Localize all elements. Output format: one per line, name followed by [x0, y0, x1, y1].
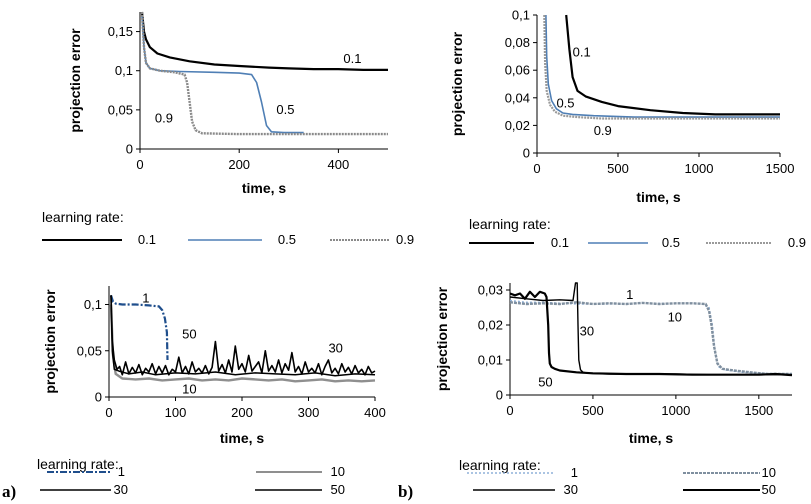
legend-label-1: 1 [118, 464, 125, 479]
annotation-label: 50 [182, 327, 196, 342]
x-tick-label: 1500 [744, 403, 773, 418]
annotation-label: 1 [142, 291, 149, 306]
series-line-0.5 [545, 14, 780, 118]
y-tick-label: 0,05 [77, 343, 102, 358]
series-line-0.1 [565, 14, 780, 116]
legend-title: learning rate: [37, 456, 119, 472]
annotation-label: 30 [328, 341, 342, 356]
y-tick-label: 0,1 [84, 297, 102, 312]
series-line-30 [509, 282, 792, 376]
x-tick-label: 400 [328, 157, 350, 172]
y-axis-label: projection error [67, 28, 83, 133]
series-line-0.9 [140, 11, 388, 136]
series-line-30 [110, 295, 376, 377]
x-tick-label: 500 [607, 161, 629, 176]
y-tick-label: 0,05 [108, 102, 133, 117]
x-axis-label: time, s [220, 430, 265, 446]
y-tick-label: 0,1 [512, 8, 530, 23]
x-axis-label: time, s [629, 430, 674, 446]
y-axis-label: projection error [449, 31, 465, 136]
series-line-1 [109, 294, 169, 361]
chart-top-right: 0 0,02 0,04 0,06 0,08 0,1 0 500 1000 1500 time, s p… [449, 8, 806, 251]
annotation-label: 0.1 [343, 51, 361, 66]
annotation-label: 0.9 [594, 123, 612, 138]
series-line-1 [509, 299, 793, 375]
x-axis-label: time, s [242, 180, 287, 196]
y-tick-label: 0,04 [505, 90, 530, 105]
y-tick-label: 0 [496, 388, 503, 403]
series-line-50 [110, 295, 376, 376]
legend-label-50: 50 [762, 482, 776, 497]
y-tick-label: 0,06 [505, 63, 530, 78]
y-tick-label: 0 [523, 146, 530, 161]
series-line-10 [109, 304, 376, 383]
legend-label-10: 10 [762, 465, 776, 480]
legend-label-50: 50 [331, 482, 345, 497]
x-tick-label: 1500 [766, 161, 795, 176]
y-tick-label: 0,15 [108, 24, 133, 39]
annotation-label: 0.9 [155, 110, 173, 125]
chart-top-left: 0 0,05 0,1 0,15 0 200 400 time, s projection err… [42, 11, 414, 247]
legend-label-30: 30 [114, 482, 128, 497]
series-line-10 [509, 301, 792, 376]
annotation-label: 0.1 [573, 44, 591, 59]
legend-label-10: 10 [331, 464, 345, 479]
annotation-label: 1 [626, 287, 633, 302]
series-line-0.1 [140, 11, 388, 72]
annotation-label: 30 [580, 324, 594, 339]
series-line-50 [509, 290, 793, 377]
annotation-label: 10 [668, 310, 682, 325]
y-axis-label: projection error [42, 289, 58, 394]
y-tick-label: 0,02 [478, 318, 503, 333]
x-tick-label: 200 [231, 405, 253, 420]
y-tick-label: 0,02 [505, 118, 530, 133]
legend-label-0.9: 0.9 [396, 232, 414, 247]
x-tick-label: 1000 [685, 161, 714, 176]
x-tick-label: 0 [105, 405, 112, 420]
y-tick-label: 0,01 [478, 353, 503, 368]
legend-label-30: 30 [564, 482, 578, 497]
y-tick-label: 0,08 [505, 35, 530, 50]
x-tick-label: 0 [506, 403, 513, 418]
chart-bottom-right: 0 0,01 0,02 0,03 0 500 1000 1500 time, s projecti… [434, 282, 793, 497]
y-tick-label: 0,1 [115, 63, 133, 78]
x-tick-label: 200 [228, 157, 250, 172]
annotation-label: 0.5 [556, 95, 574, 110]
x-tick-label: 300 [298, 405, 320, 420]
x-tick-label: 100 [165, 405, 187, 420]
y-tick-label: 0 [126, 142, 133, 157]
legend-title: learning rate: [42, 209, 124, 225]
legend-label-0.1: 0.1 [551, 235, 569, 250]
legend-title: learning rate: [469, 216, 551, 232]
panel-label-a: a) [2, 482, 17, 501]
x-tick-label: 0 [136, 157, 143, 172]
x-axis-label: time, s [636, 189, 681, 205]
series-line-0.9 [543, 14, 780, 120]
legend-label-0.9: 0.9 [788, 235, 806, 250]
legend-label-0.5: 0.5 [278, 232, 296, 247]
legend-label-1: 1 [571, 465, 578, 480]
x-tick-label: 0 [533, 161, 540, 176]
y-tick-label: 0,03 [478, 283, 503, 298]
legend-label-0.5: 0.5 [662, 235, 680, 250]
annotation-label: 0.5 [276, 102, 294, 117]
series-line-0.5 [141, 15, 304, 134]
annotation-label: 50 [538, 374, 552, 389]
x-tick-label: 400 [364, 405, 386, 420]
y-axis-label: projection error [434, 286, 450, 391]
annotation-label: 10 [182, 381, 196, 396]
panel-label-b: b) [398, 482, 414, 501]
legend-label-0.1: 0.1 [138, 232, 156, 247]
y-tick-label: 0 [95, 390, 102, 405]
x-tick-label: 1000 [661, 403, 690, 418]
x-tick-label: 500 [582, 403, 604, 418]
legend-title: learning rate: [459, 457, 541, 473]
chart-bottom-left: 0 0,05 0,1 0 100 200 300 400 time, s projection e… [37, 286, 386, 497]
